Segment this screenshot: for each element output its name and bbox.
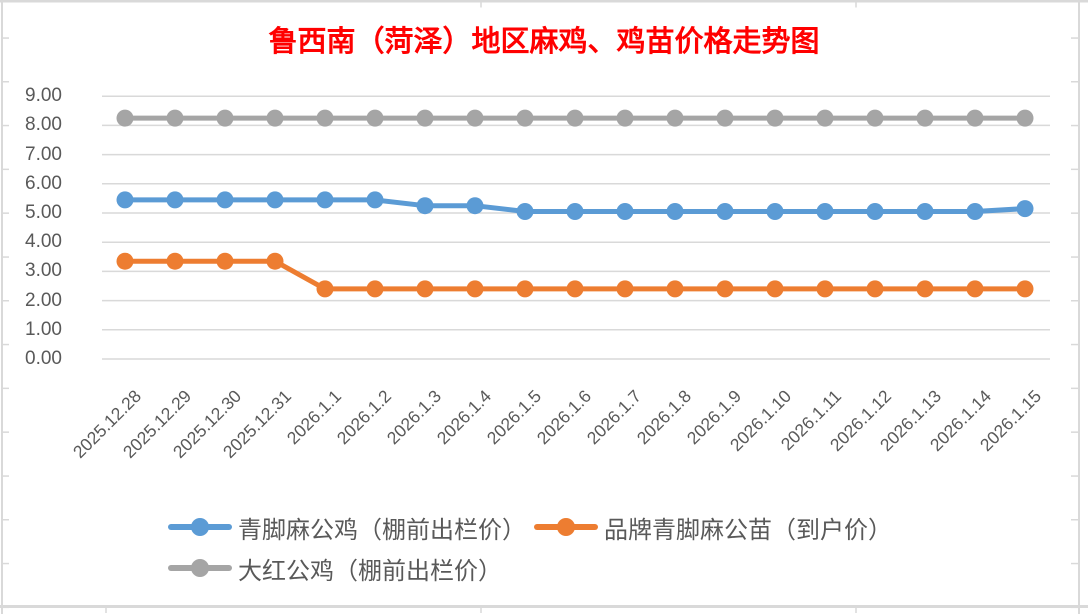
data-point	[366, 191, 384, 209]
legend-marker-icon	[534, 518, 598, 536]
data-point	[266, 109, 284, 127]
data-point	[416, 109, 434, 127]
legend-item-1: 品牌青脚麻公苗（到户价）	[534, 510, 892, 545]
y-axis-tick-label: 4.00	[25, 231, 62, 252]
data-point	[816, 109, 834, 127]
y-axis-tick-label: 2.00	[25, 290, 62, 311]
data-point	[766, 280, 784, 298]
data-point	[366, 280, 384, 298]
data-point	[766, 109, 784, 127]
data-point	[866, 109, 884, 127]
data-point	[966, 109, 984, 127]
data-point	[466, 280, 484, 298]
chart-title: 鲁西南（菏泽）地区麻鸡、鸡苗价格走势图	[268, 26, 820, 58]
data-point	[466, 109, 484, 127]
legend-row: 青脚麻公鸡（棚前出栏价） 品牌青脚麻公苗（到户价）	[168, 508, 892, 546]
y-axis-tick-label: 6.00	[25, 173, 62, 194]
data-point	[716, 109, 734, 127]
data-point	[616, 280, 634, 298]
data-point	[1016, 109, 1034, 127]
y-axis-tick-label: 3.00	[25, 260, 62, 281]
gridlines	[102, 95, 1050, 360]
data-point	[116, 109, 134, 127]
data-point	[466, 197, 484, 215]
data-point	[866, 280, 884, 298]
data-point	[366, 109, 384, 127]
data-point	[916, 109, 934, 127]
data-point	[316, 280, 334, 298]
y-axis-tick-label: 9.00	[25, 85, 62, 106]
data-point	[766, 203, 784, 220]
data-point	[216, 191, 234, 209]
data-point	[416, 280, 434, 298]
data-point	[266, 191, 284, 209]
data-point	[666, 109, 684, 127]
legend-item-0: 青脚麻公鸡（棚前出栏价）	[168, 510, 526, 545]
data-point	[516, 203, 534, 220]
data-point	[816, 203, 834, 220]
data-point	[666, 280, 684, 298]
data-point	[166, 109, 184, 127]
data-point	[566, 109, 584, 127]
data-point	[916, 203, 934, 220]
data-point	[316, 191, 334, 209]
data-point	[516, 280, 534, 298]
data-point	[616, 109, 634, 127]
data-point	[866, 203, 884, 220]
y-axis-tick-label: 7.00	[25, 144, 62, 165]
data-point	[166, 252, 184, 270]
data-point	[666, 203, 684, 220]
series-1	[116, 252, 1034, 298]
data-point	[566, 203, 584, 220]
y-axis-tick-label: 5.00	[25, 202, 62, 223]
y-axis-tick-label: 1.00	[25, 319, 62, 340]
legend-label: 大红公鸡（棚前出栏价）	[238, 558, 502, 585]
data-point	[216, 252, 234, 270]
legend-label: 品牌青脚麻公苗（到户价）	[604, 517, 892, 544]
y-axis-tick-label: 8.00	[25, 114, 62, 135]
data-point	[1016, 200, 1034, 218]
data-point	[266, 252, 284, 270]
data-point	[116, 191, 134, 209]
legend-row: 大红公鸡（棚前出栏价）	[168, 549, 892, 587]
data-point	[916, 280, 934, 298]
legend-marker-icon	[168, 518, 232, 536]
legend-marker-icon	[168, 559, 232, 577]
data-point	[716, 203, 734, 220]
data-point	[166, 191, 184, 209]
data-point	[216, 109, 234, 127]
data-point	[416, 197, 434, 215]
data-point	[316, 109, 334, 127]
data-point	[966, 203, 984, 220]
data-point	[966, 280, 984, 298]
data-point	[116, 252, 134, 270]
data-point	[516, 109, 534, 127]
series-2	[116, 109, 1034, 127]
data-point	[616, 203, 634, 220]
data-point	[566, 280, 584, 298]
data-point	[1016, 280, 1034, 298]
legend-item-2: 大红公鸡（棚前出栏价）	[168, 551, 502, 586]
data-point	[816, 280, 834, 298]
legend-label: 青脚麻公鸡（棚前出栏价）	[238, 517, 526, 544]
data-point	[716, 280, 734, 298]
series-0	[116, 191, 1034, 220]
legend: 青脚麻公鸡（棚前出栏价） 品牌青脚麻公苗（到户价） 大红公鸡（棚前出栏价）	[168, 508, 892, 587]
y-axis-tick-label: 0.00	[25, 348, 62, 369]
